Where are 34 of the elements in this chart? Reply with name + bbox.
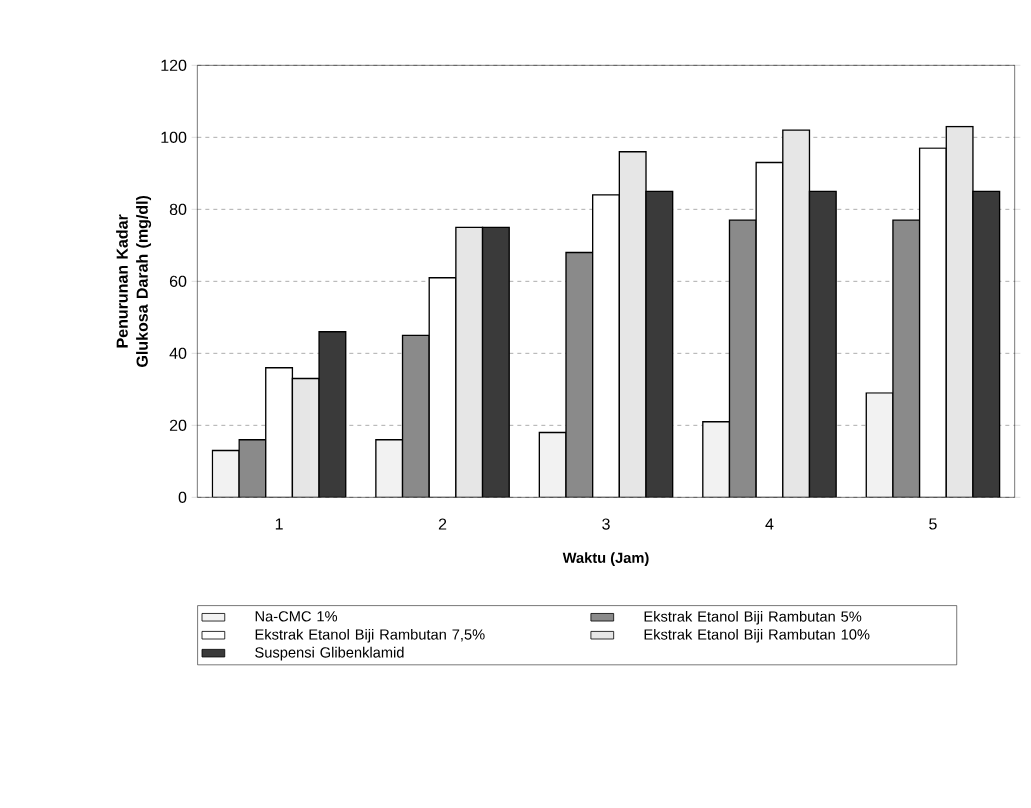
bar bbox=[808, 190, 837, 498]
x-tick-label: 5 bbox=[929, 518, 937, 530]
bar bbox=[318, 331, 347, 498]
bar bbox=[481, 226, 510, 498]
legend-label: Ekstrak Etanol Biji Rambutan 7,5% bbox=[255, 628, 485, 643]
legend-label: Na-CMC 1% bbox=[255, 611, 338, 622]
bar bbox=[645, 190, 674, 498]
bar bbox=[291, 377, 320, 498]
bar bbox=[401, 334, 430, 498]
y-tick-label: 80 bbox=[169, 203, 187, 215]
bar bbox=[945, 125, 974, 498]
bar bbox=[972, 190, 1001, 498]
bar bbox=[892, 219, 921, 498]
y-tick-label: 20 bbox=[169, 419, 187, 431]
x-tick-label: 2 bbox=[438, 518, 447, 530]
legend-label: Suspensi Glibenklamid bbox=[255, 646, 404, 661]
y-tick-label: 60 bbox=[169, 275, 187, 287]
bar bbox=[565, 251, 594, 498]
y-tick-label: 120 bbox=[161, 59, 187, 71]
y-tick-label: 0 bbox=[178, 491, 187, 503]
bar bbox=[238, 439, 267, 498]
bar bbox=[618, 151, 647, 498]
bar bbox=[782, 129, 811, 498]
x-axis-title: Waktu (Jam) bbox=[562, 552, 649, 566]
y-axis-title: Penurunan Kadar Glukosa Darah (mg/dl) bbox=[116, 195, 152, 367]
legend-label: Ekstrak Etanol Biji Rambutan 5% bbox=[644, 610, 862, 625]
bar bbox=[728, 219, 757, 498]
bar bbox=[455, 226, 484, 498]
legend-label: Ekstrak Etanol Biji Rambutan 10% bbox=[644, 628, 870, 643]
x-tick-label: 4 bbox=[765, 518, 774, 530]
x-tick-label: 1 bbox=[275, 518, 283, 530]
x-tick-label: 3 bbox=[602, 518, 610, 530]
y-tick-label: 100 bbox=[161, 131, 187, 143]
y-tick-label: 40 bbox=[169, 347, 187, 359]
